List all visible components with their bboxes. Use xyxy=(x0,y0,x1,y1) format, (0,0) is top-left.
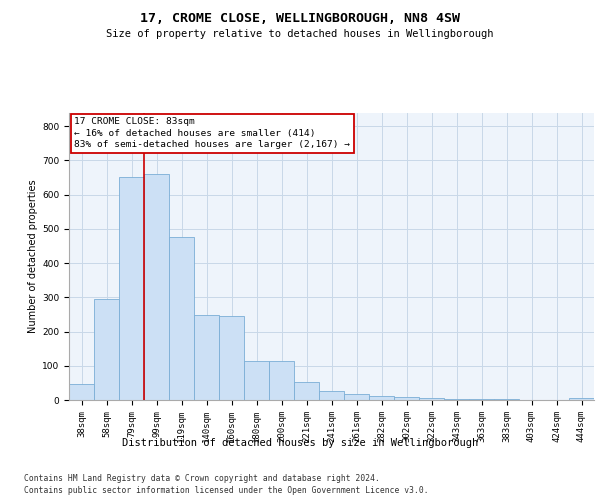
Bar xyxy=(244,360,269,400)
Y-axis label: Number of detached properties: Number of detached properties xyxy=(28,180,38,333)
Bar xyxy=(94,299,119,400)
Bar xyxy=(194,315,219,400)
Bar xyxy=(569,398,594,400)
Text: 17 CROME CLOSE: 83sqm
← 16% of detached houses are smaller (414)
83% of semi-det: 17 CROME CLOSE: 83sqm ← 16% of detached … xyxy=(74,117,350,150)
Text: Distribution of detached houses by size in Wellingborough: Distribution of detached houses by size … xyxy=(122,438,478,448)
Bar xyxy=(69,384,94,400)
Text: 17, CROME CLOSE, WELLINGBOROUGH, NN8 4SW: 17, CROME CLOSE, WELLINGBOROUGH, NN8 4SW xyxy=(140,12,460,26)
Bar xyxy=(269,360,294,400)
Bar xyxy=(319,391,344,400)
Bar xyxy=(219,316,244,400)
Bar xyxy=(369,396,394,400)
Bar xyxy=(119,177,144,400)
Bar xyxy=(444,398,469,400)
Bar xyxy=(394,398,419,400)
Bar xyxy=(419,398,444,400)
Bar xyxy=(469,399,494,400)
Text: Contains HM Land Registry data © Crown copyright and database right 2024.: Contains HM Land Registry data © Crown c… xyxy=(24,474,380,483)
Bar xyxy=(169,236,194,400)
Text: Size of property relative to detached houses in Wellingborough: Size of property relative to detached ho… xyxy=(106,29,494,39)
Bar xyxy=(144,174,169,400)
Bar xyxy=(344,394,369,400)
Bar xyxy=(294,382,319,400)
Text: Contains public sector information licensed under the Open Government Licence v3: Contains public sector information licen… xyxy=(24,486,428,495)
